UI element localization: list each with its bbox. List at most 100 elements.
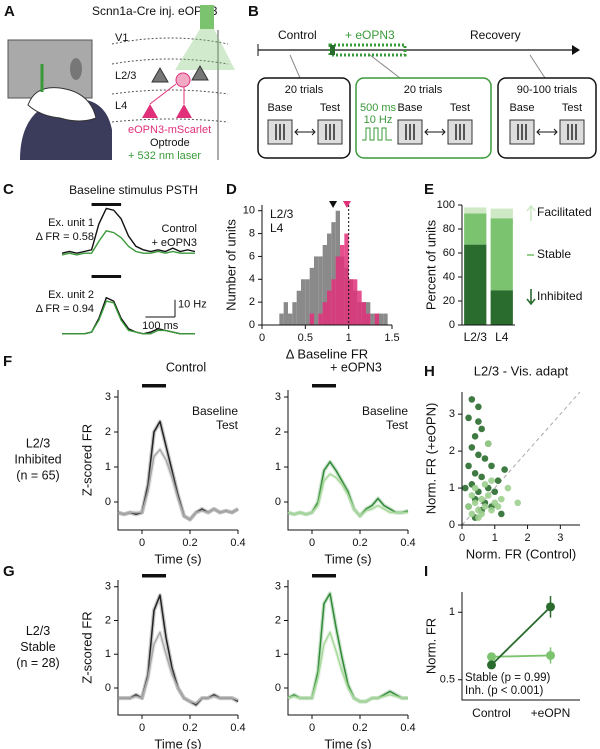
point <box>487 660 496 670</box>
point <box>546 650 555 660</box>
stim-arrow <box>424 128 446 136</box>
pulse-label: 10 Hz <box>364 114 393 126</box>
y-tick-label: 0 <box>249 319 255 331</box>
chart-title: L2/3 - Vis. adapt <box>474 363 569 378</box>
base-label: Base <box>267 102 292 114</box>
x-tick-label: 1 <box>492 532 498 544</box>
y-axis-label: Z-scored FR <box>79 424 94 496</box>
legend-entry: Inhibited <box>537 289 582 303</box>
panel-label: A <box>4 3 15 20</box>
trace-band <box>117 419 240 522</box>
bar-segment <box>464 213 487 245</box>
x-tick-label: L2/3 <box>464 330 488 344</box>
x-tick-label: +eOPN <box>531 706 571 720</box>
x-axis-label: Time (s) <box>324 551 371 566</box>
point <box>501 466 508 473</box>
bar-segment <box>490 208 513 219</box>
y-tick-label: 2 <box>275 614 281 626</box>
trace-band <box>117 447 240 522</box>
y-tick-label: 0.5 <box>440 674 455 686</box>
hist-bar <box>327 290 332 325</box>
legend-entry: Test <box>216 418 239 432</box>
point <box>514 499 522 507</box>
point <box>465 414 472 422</box>
unit-label: Ex. unit 2 <box>48 289 94 301</box>
hist-bar <box>322 302 327 325</box>
row-label: L2/3 <box>26 624 50 638</box>
y-tick-label: 1 <box>105 648 111 660</box>
hist-bar <box>331 279 336 325</box>
row-label: (n = 28) <box>16 656 59 670</box>
y-tick-label: 3 <box>275 391 281 403</box>
phase-label: Recovery <box>470 28 521 42</box>
x-axis-label: Time (s) <box>324 736 371 749</box>
hist-bar <box>366 302 371 325</box>
y-tick-label: 6 <box>249 250 255 262</box>
y-tick-label: 1 <box>449 482 455 494</box>
y-tick-label: 0 <box>449 519 455 531</box>
base-label: Base <box>509 102 534 114</box>
legend-entry: Baseline <box>362 404 408 418</box>
phase-label: + eOPN3 <box>345 28 395 42</box>
hist-bar <box>318 313 323 325</box>
hist-bar <box>370 313 375 325</box>
layer-label: V1 <box>115 32 128 44</box>
x-tick-label: 1.5 <box>384 332 399 344</box>
stim-grating <box>405 124 415 140</box>
base-label: Base <box>397 102 422 114</box>
synapse <box>175 72 191 88</box>
legend-entry: Inh. (p < 0.001) <box>465 685 543 697</box>
y-tick-label: 3 <box>105 581 111 593</box>
hist-bar <box>383 313 388 325</box>
l4-neurons <box>142 104 192 118</box>
y-tick-label: 1 <box>105 461 111 473</box>
y-tick-label: 3 <box>449 408 455 420</box>
x-axis-label: Time (s) <box>154 736 201 749</box>
hist-bar <box>327 233 332 325</box>
hist-bar <box>292 302 297 325</box>
y-tick-label: 4 <box>249 273 255 285</box>
connector <box>490 606 552 666</box>
y-tick-label: 8 <box>249 227 255 239</box>
legend-entry: + eOPN3 <box>151 237 197 249</box>
x-tick-label: 1 <box>346 332 352 344</box>
y-axis-label: Percent of units <box>423 219 438 310</box>
hist-bar <box>331 222 336 325</box>
x-tick-label: 0.2 <box>182 537 197 549</box>
point <box>487 652 496 662</box>
x-tick-label: 0 <box>259 332 265 344</box>
legend-entry: L2/3 <box>270 207 294 221</box>
point <box>488 477 495 484</box>
y-tick-label: 0 <box>449 319 455 331</box>
bar-segment <box>464 244 487 325</box>
point <box>478 425 485 433</box>
y-tick-label: 2 <box>249 296 255 308</box>
laser-beam <box>175 29 235 70</box>
axons <box>149 83 185 105</box>
y-tick-label: 0 <box>105 496 111 508</box>
point <box>491 488 499 496</box>
bar-segment <box>464 207 487 214</box>
row-label: Stable <box>20 640 55 654</box>
x-axis-label: Δ Baseline FR <box>286 346 368 361</box>
hist-bar <box>305 279 310 325</box>
y-tick-label: 1 <box>275 461 281 473</box>
y-axis-label: Z-scored FR <box>79 611 94 683</box>
panel-label: F <box>3 353 12 370</box>
panel-label: C <box>3 181 14 198</box>
pulse-train <box>362 127 392 141</box>
x-tick-label: 2 <box>524 532 530 544</box>
y-tick-label: 2 <box>449 445 455 457</box>
trace <box>287 631 408 703</box>
axis-line <box>287 580 408 716</box>
stim-grating <box>567 124 577 140</box>
point <box>481 455 489 462</box>
y-tick-label: 40 <box>443 271 455 283</box>
trace-band <box>118 630 239 706</box>
y-axis-label: Number of units <box>223 219 238 311</box>
stimulus-bar <box>91 203 122 206</box>
unit-label: Ex. unit 1 <box>48 217 94 229</box>
l23-neurons <box>151 64 209 83</box>
legend-entry: Test <box>386 418 409 432</box>
hist-bar <box>344 233 349 325</box>
